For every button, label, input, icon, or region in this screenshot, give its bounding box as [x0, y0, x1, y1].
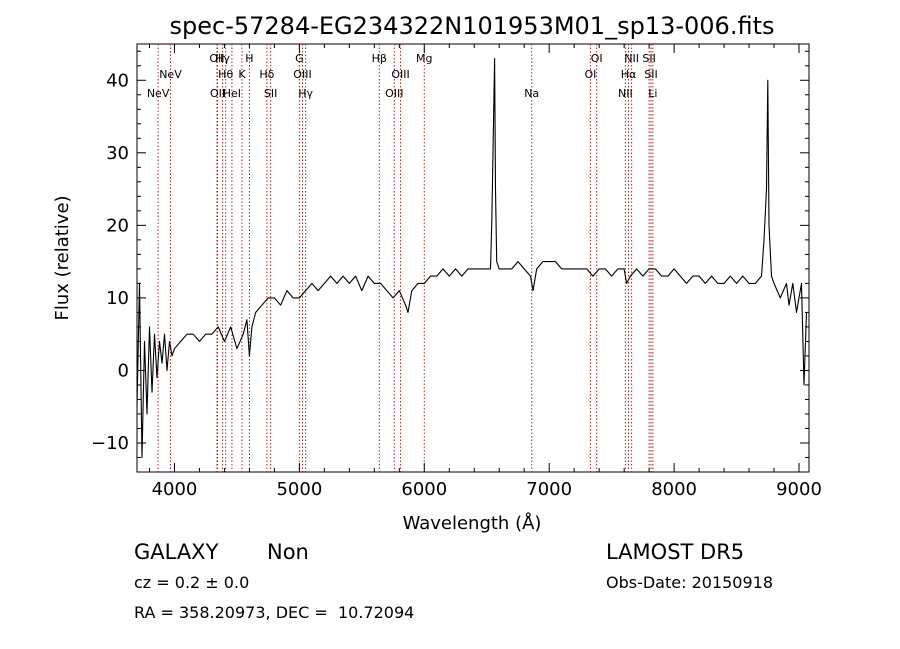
spectrum-chart: spec-57284-EG234322N101953M01_sp13-006.f…: [52, 12, 822, 534]
line-label-8: H: [245, 52, 253, 65]
line-label-9: Hδ: [259, 68, 274, 81]
line-label-23: NII: [624, 52, 639, 65]
redshift-value: cz = 0.2 ± 0.0: [134, 573, 250, 592]
x-tick-label: 8000: [651, 479, 697, 500]
x-axis-label: Wavelength (Å): [403, 512, 542, 534]
y-tick-label: 40: [106, 70, 129, 91]
line-label-6: HeI: [223, 87, 241, 100]
line-label-2: OII: [209, 52, 224, 65]
y-tick-label: 10: [106, 288, 129, 309]
plot-frame: [136, 43, 810, 473]
observation-date: Obs-Date: 20150918: [606, 573, 774, 592]
line-label-7: K: [238, 68, 246, 81]
line-label-19: OI: [584, 68, 596, 81]
line-label-20: OI: [591, 52, 603, 65]
line-label-14: Hβ: [372, 52, 387, 65]
x-tick-label: 6000: [401, 479, 447, 500]
x-tick-label: 4000: [152, 479, 198, 500]
line-label-11: G: [295, 52, 304, 65]
x-tick-label: 9000: [776, 479, 822, 500]
line-label-0: NeV: [147, 87, 170, 100]
line-label-17: Mg: [416, 52, 432, 65]
survey-name: LAMOST DR5: [606, 540, 745, 564]
line-label-21: NII: [618, 87, 633, 100]
line-label-15: OIII: [385, 87, 403, 100]
x-axis: 4000 5000 6000 7000 8000 9000: [148, 44, 822, 500]
y-axis: −10 0 10 20 30 40: [91, 50, 809, 473]
line-label-10: SII: [264, 87, 277, 100]
line-label-12: OIII: [293, 68, 311, 81]
coordinates: RA = 358.20973, DEC = 10.72094: [134, 603, 415, 622]
spectrum-line: [136, 57, 808, 459]
line-label-16: OIII: [391, 68, 409, 81]
chart-title: spec-57284-EG234322N101953M01_sp13-006.f…: [170, 12, 775, 40]
x-tick-label: 7000: [526, 479, 572, 500]
line-label-3: OII: [210, 87, 225, 100]
line-label-26: Li: [648, 87, 657, 100]
y-tick-label: 20: [106, 215, 129, 236]
line-label-18: Na: [524, 87, 539, 100]
object-class: GALAXY: [134, 540, 219, 564]
line-label-13: Hγ: [298, 87, 313, 100]
y-tick-label: 0: [118, 360, 129, 381]
line-label-24: SII: [642, 52, 655, 65]
y-axis-label: Flux (relative): [52, 195, 73, 320]
line-label-25: SII: [644, 68, 657, 81]
line-label-22: Hα: [621, 68, 637, 81]
y-tick-label: −10: [91, 433, 129, 454]
line-label-4: Hγ: [215, 52, 230, 65]
emission-line-markers: [157, 44, 654, 472]
x-tick-label: 5000: [276, 479, 322, 500]
line-label-5: Hθ: [218, 68, 233, 81]
y-tick-label: 30: [106, 143, 129, 164]
line-label-1: NeV: [159, 68, 182, 81]
object-subclass: Non: [267, 540, 309, 564]
spectrum-line-layer: [136, 57, 808, 459]
emission-line-labels: NeVNeVOIIOIIHγHθHeIKHHδSIIGOIIIHγHβOIIIO…: [147, 52, 658, 100]
